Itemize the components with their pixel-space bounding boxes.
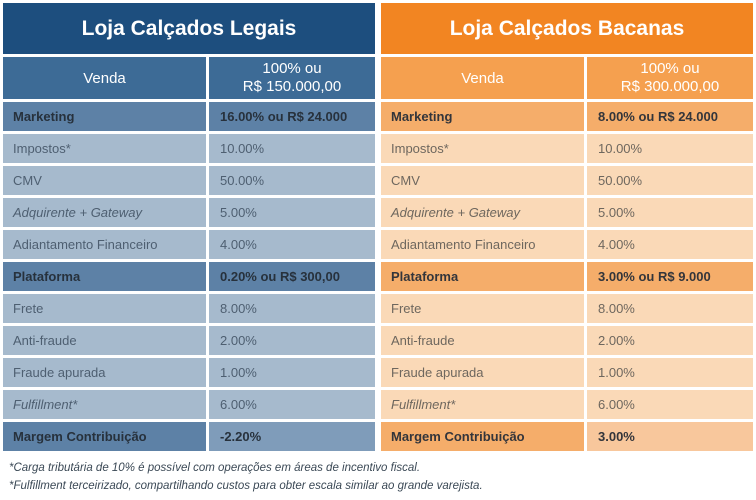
row-value: 0.20% ou R$ 300,00 <box>209 262 375 291</box>
row-label: Marketing <box>3 102 206 131</box>
row-value: 4.00% <box>209 230 375 259</box>
table-title: Loja Calçados Bacanas <box>381 3 753 54</box>
table-row: Plataforma 0.20% ou R$ 300,00 <box>3 262 375 291</box>
row-label: Adiantamento Financeiro <box>381 230 584 259</box>
footnote-fulfillment: *Fulfillment terceirizado, compartilhand… <box>9 480 483 492</box>
column-headers: Venda 100% ou R$ 150.000,00 <box>3 57 375 99</box>
row-value: 5.00% <box>587 198 753 227</box>
venda-column-header: Venda <box>3 57 206 99</box>
table-row: Fulfillment* 6.00% <box>3 390 375 419</box>
row-label: Adiantamento Financeiro <box>3 230 206 259</box>
row-value: 1.00% <box>209 358 375 387</box>
table-row: Margem Contribuição -2.20% <box>3 422 375 451</box>
table-row: Adquirente + Gateway 5.00% <box>3 198 375 227</box>
row-label: Margem Contribuição <box>381 422 584 451</box>
row-value: 8.00% ou R$ 24.000 <box>587 102 753 131</box>
row-value: 10.00% <box>209 134 375 163</box>
sales-total-line: 100% ou <box>640 60 700 77</box>
table-row: Fraude apurada 1.00% <box>3 358 375 387</box>
table-row: Anti-fraude 2.00% <box>381 326 753 355</box>
tables-row: Loja Calçados Legais Venda 100% ou R$ 150.0… <box>3 3 753 451</box>
table-row: Adiantamento Financeiro 4.00% <box>3 230 375 259</box>
row-label: Fraude apurada <box>3 358 206 387</box>
row-value: 16.00% ou R$ 24.000 <box>209 102 375 131</box>
row-value: 2.00% <box>209 326 375 355</box>
row-label: Fulfillment* <box>381 390 584 419</box>
row-value: -2.20% <box>209 422 375 451</box>
row-value: 8.00% <box>587 294 753 323</box>
table-row: Adquirente + Gateway 5.00% <box>381 198 753 227</box>
row-label: Frete <box>3 294 206 323</box>
row-label: Plataforma <box>3 262 206 291</box>
footnotes: *Carga tributária de 10% é possível com … <box>3 451 753 493</box>
table-row: Frete 8.00% <box>381 294 753 323</box>
row-label: Impostos* <box>381 134 584 163</box>
row-label: Fulfillment* <box>3 390 206 419</box>
sales-total-line: 100% ou <box>262 60 322 77</box>
comparison-table-bacanas: Loja Calçados Bacanas Venda 100% ou R$ 300.… <box>381 3 753 451</box>
table-row: CMV 50.00% <box>381 166 753 195</box>
table-row: Anti-fraude 2.00% <box>3 326 375 355</box>
row-label: Plataforma <box>381 262 584 291</box>
footnote-tax: *Carga tributária de 10% é possível com … <box>9 462 421 474</box>
row-value: 6.00% <box>209 390 375 419</box>
row-label: Anti-fraude <box>3 326 206 355</box>
row-value: 50.00% <box>587 166 753 195</box>
table-row: Plataforma 3.00% ou R$ 9.000 <box>381 262 753 291</box>
row-label: CMV <box>381 166 584 195</box>
row-value: 10.00% <box>587 134 753 163</box>
row-label: Margem Contribuição <box>3 422 206 451</box>
row-value: 6.00% <box>587 390 753 419</box>
row-value: 1.00% <box>587 358 753 387</box>
column-headers: Venda 100% ou R$ 300.000,00 <box>381 57 753 99</box>
sales-total-header: 100% ou R$ 300.000,00 <box>587 57 753 99</box>
table-row: Adiantamento Financeiro 4.00% <box>381 230 753 259</box>
table-row: Fraude apurada 1.00% <box>381 358 753 387</box>
comparison-table-legais: Loja Calçados Legais Venda 100% ou R$ 150.0… <box>3 3 375 451</box>
table-row: Impostos* 10.00% <box>3 134 375 163</box>
table-row: Fulfillment* 6.00% <box>381 390 753 419</box>
row-value: 4.00% <box>587 230 753 259</box>
row-value: 50.00% <box>209 166 375 195</box>
row-value: 3.00% <box>587 422 753 451</box>
table-row: Marketing 8.00% ou R$ 24.000 <box>381 102 753 131</box>
row-value: 2.00% <box>587 326 753 355</box>
row-label: Fraude apurada <box>381 358 584 387</box>
row-value: 8.00% <box>209 294 375 323</box>
table-row: Margem Contribuição 3.00% <box>381 422 753 451</box>
table-row: CMV 50.00% <box>3 166 375 195</box>
row-label: Marketing <box>381 102 584 131</box>
table-title: Loja Calçados Legais <box>3 3 375 54</box>
table-row: Marketing 16.00% ou R$ 24.000 <box>3 102 375 131</box>
row-label: CMV <box>3 166 206 195</box>
row-label: Anti-fraude <box>381 326 584 355</box>
row-value: 3.00% ou R$ 9.000 <box>587 262 753 291</box>
sales-total-line: R$ 150.000,00 <box>242 78 342 95</box>
row-label: Adquirente + Gateway <box>3 198 206 227</box>
row-label: Adquirente + Gateway <box>381 198 584 227</box>
sales-total-header: 100% ou R$ 150.000,00 <box>209 57 375 99</box>
row-value: 5.00% <box>209 198 375 227</box>
venda-column-header: Venda <box>381 57 584 99</box>
table-row: Impostos* 10.00% <box>381 134 753 163</box>
row-label: Frete <box>381 294 584 323</box>
sales-total-line: R$ 300.000,00 <box>620 78 720 95</box>
table-row: Frete 8.00% <box>3 294 375 323</box>
row-label: Impostos* <box>3 134 206 163</box>
